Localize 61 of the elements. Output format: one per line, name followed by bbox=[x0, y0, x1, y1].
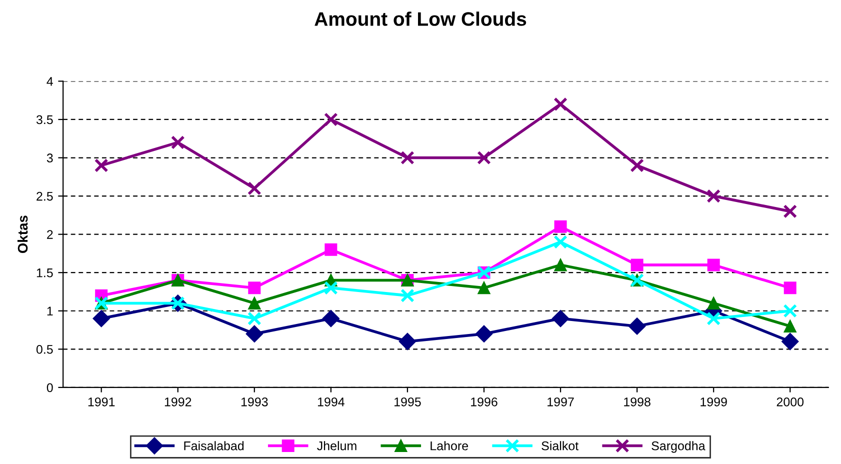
y-tick-label: 3 bbox=[46, 154, 53, 162]
point bbox=[477, 150, 491, 165]
point bbox=[783, 304, 798, 318]
y-tick-label: 0.5 bbox=[36, 344, 53, 354]
point bbox=[324, 243, 338, 256]
point bbox=[324, 112, 338, 126]
point bbox=[554, 97, 568, 112]
point bbox=[398, 332, 416, 350]
y-tick-label: 3.5 bbox=[36, 115, 53, 124]
point bbox=[630, 158, 644, 172]
legend-label: Sialkot bbox=[542, 441, 578, 450]
point bbox=[554, 258, 567, 272]
point bbox=[706, 312, 721, 326]
x-tick-label: 1991 bbox=[88, 397, 115, 406]
point bbox=[94, 158, 108, 172]
y-tick-label: 1 bbox=[47, 306, 53, 316]
x-tick-label: 1996 bbox=[471, 397, 498, 406]
x-tick-label: 1997 bbox=[548, 397, 574, 406]
x-tick-label: 1994 bbox=[318, 397, 344, 406]
legend-label: Faisalabad bbox=[184, 441, 244, 450]
point bbox=[322, 310, 340, 328]
point bbox=[170, 136, 185, 150]
legend-label: Jhelum bbox=[317, 441, 356, 450]
legend-label: Lahore bbox=[430, 441, 468, 450]
point bbox=[475, 325, 493, 342]
legend-label: Sargodha bbox=[652, 441, 706, 453]
x-tick-label: 1993 bbox=[241, 397, 268, 406]
point bbox=[706, 189, 721, 203]
point bbox=[707, 258, 720, 272]
chart-title: Amount of Low Clouds bbox=[314, 12, 526, 26]
point bbox=[92, 310, 110, 328]
point bbox=[783, 204, 798, 218]
x-tick-label: 1999 bbox=[700, 397, 727, 406]
point bbox=[247, 181, 262, 196]
point bbox=[552, 310, 570, 328]
point bbox=[782, 332, 799, 350]
point bbox=[707, 296, 720, 310]
x-tick-label: 1992 bbox=[164, 397, 192, 406]
y-tick-label: 0 bbox=[46, 383, 53, 392]
y-tick-label: 4 bbox=[46, 77, 53, 86]
point bbox=[784, 320, 796, 332]
x-tick-label: 1998 bbox=[624, 397, 650, 406]
y-axis-title: Oktas bbox=[17, 216, 28, 254]
x-tick-label: 1995 bbox=[394, 397, 421, 406]
point bbox=[784, 282, 796, 294]
point bbox=[247, 312, 262, 326]
point bbox=[246, 325, 263, 342]
point bbox=[628, 318, 646, 335]
point bbox=[630, 258, 644, 272]
point bbox=[554, 235, 568, 249]
y-tick-label: 2 bbox=[47, 230, 53, 239]
point bbox=[478, 282, 490, 294]
y-tick-label: 2.5 bbox=[36, 192, 53, 201]
point bbox=[400, 288, 414, 303]
y-tick-label: 1.5 bbox=[36, 268, 53, 278]
point bbox=[248, 296, 261, 310]
x-tick-label: 2000 bbox=[776, 397, 804, 406]
point bbox=[324, 280, 338, 295]
point bbox=[554, 220, 567, 233]
point bbox=[400, 150, 414, 165]
point bbox=[248, 282, 261, 294]
